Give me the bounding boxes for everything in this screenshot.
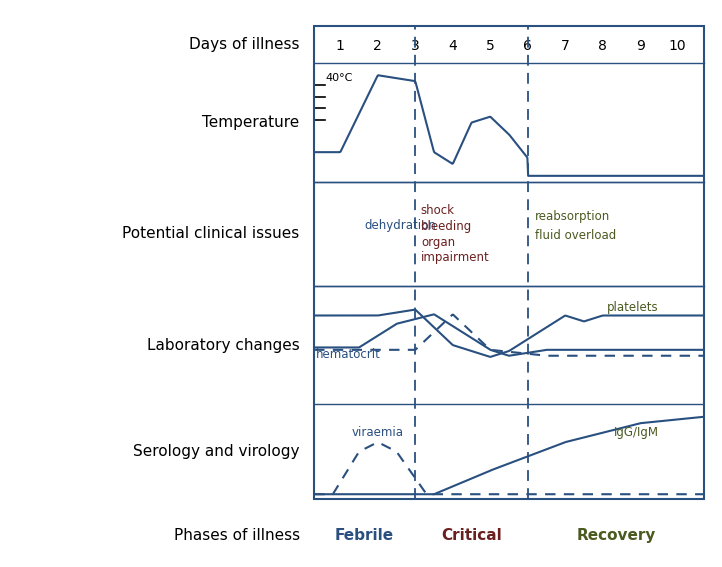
- Text: 1: 1: [336, 39, 344, 53]
- Text: bleeding: bleeding: [421, 220, 472, 233]
- Text: IgG/IgM: IgG/IgM: [614, 426, 659, 439]
- Text: impairment: impairment: [421, 251, 490, 264]
- Text: shock: shock: [421, 205, 455, 217]
- Text: 6: 6: [523, 39, 532, 53]
- Text: 5: 5: [486, 39, 495, 53]
- Text: Days of illness: Days of illness: [189, 37, 300, 52]
- Text: Serology and virology: Serology and virology: [133, 444, 300, 459]
- Text: organ: organ: [421, 236, 455, 249]
- Text: reabsorption: reabsorption: [535, 210, 611, 223]
- Text: 4: 4: [448, 39, 457, 53]
- Text: fluid overload: fluid overload: [535, 230, 617, 243]
- Text: 9: 9: [636, 39, 645, 53]
- Text: Temperature: Temperature: [202, 115, 300, 130]
- Text: 10: 10: [669, 39, 687, 53]
- Text: Recovery: Recovery: [576, 528, 656, 543]
- Text: Febrile: Febrile: [335, 528, 394, 543]
- Text: 40°C: 40°C: [326, 73, 352, 83]
- Text: 2: 2: [373, 39, 382, 53]
- Text: platelets: platelets: [607, 301, 659, 314]
- Text: Potential clinical issues: Potential clinical issues: [123, 226, 300, 242]
- Text: 3: 3: [411, 39, 419, 53]
- Text: Phases of illness: Phases of illness: [173, 528, 300, 543]
- Text: viraemia: viraemia: [352, 426, 404, 439]
- Text: hematocrit: hematocrit: [316, 348, 380, 361]
- Text: 7: 7: [561, 39, 570, 53]
- Text: Laboratory changes: Laboratory changes: [147, 337, 300, 353]
- Text: 8: 8: [599, 39, 607, 53]
- Text: dehydration: dehydration: [365, 219, 436, 232]
- Text: Critical: Critical: [441, 528, 502, 543]
